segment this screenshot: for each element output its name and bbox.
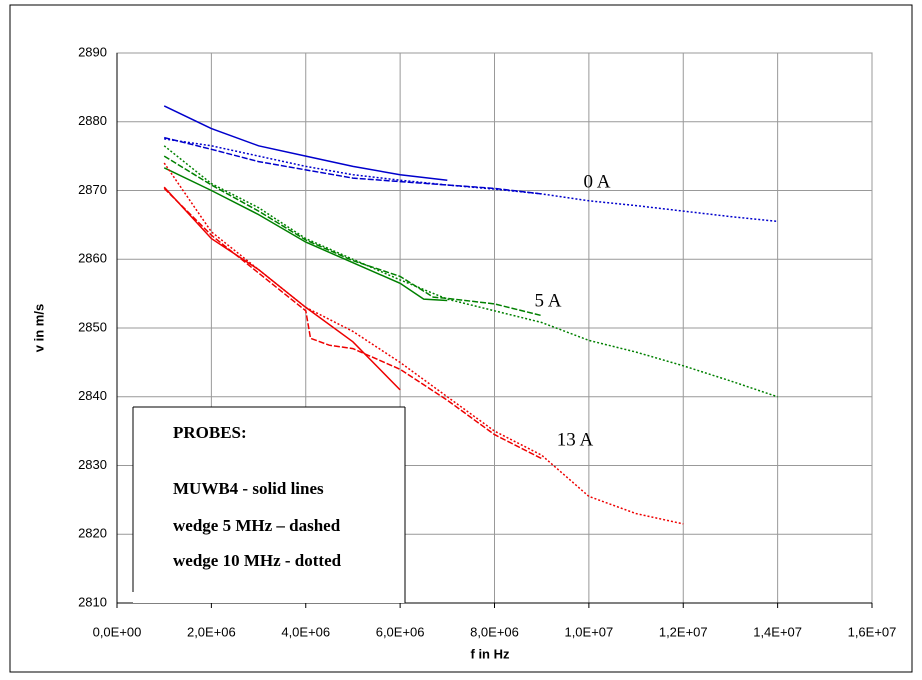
series-line [164,136,542,195]
probes-text: PROBES: [173,423,247,442]
y-tick-label: 2890 [78,44,107,59]
y-tick-label: 2810 [78,594,107,609]
y-tick-label: 2870 [78,182,107,197]
x-tick-label: 1,6E+07 [848,624,897,639]
series-line [163,187,543,460]
series-line [163,167,448,302]
series-line [163,162,684,525]
series-line [163,105,448,181]
probes-box [133,407,405,603]
y-tick-label: 2830 [78,457,107,472]
annotation: 0 A [584,171,611,192]
y-tick-label: 2880 [78,113,107,128]
y-tick-label: 2820 [78,526,107,541]
series-line [163,186,401,391]
probes-text: wedge 10 MHz - dotted [173,551,342,570]
x-tick-label: 1,2E+07 [659,624,708,639]
series-line [164,138,778,223]
series-line [163,145,778,398]
y-tick-label: 2850 [78,319,107,334]
x-tick-label: 2,0E+06 [187,624,236,639]
x-tick-label: 0,0E+00 [93,624,142,639]
x-tick-label: 1,4E+07 [753,624,802,639]
x-tick-label: 1,0E+07 [564,624,613,639]
x-tick-label: 4,0E+06 [281,624,330,639]
x-tick-label: 8,0E+06 [470,624,519,639]
series-line [163,155,542,317]
annotation: 13 A [557,429,594,450]
annotation: 5 A [535,290,562,311]
x-axis-label: f in Hz [471,646,510,661]
y-tick-label: 2840 [78,388,107,403]
x-tick-label: 6,0E+06 [376,624,425,639]
y-tick-label: 2860 [78,251,107,266]
probes-text: wedge 5 MHz – dashed [173,516,341,535]
probes-text: MUWB4 - solid lines [173,479,324,498]
y-axis-label: v in m/s [31,304,46,352]
